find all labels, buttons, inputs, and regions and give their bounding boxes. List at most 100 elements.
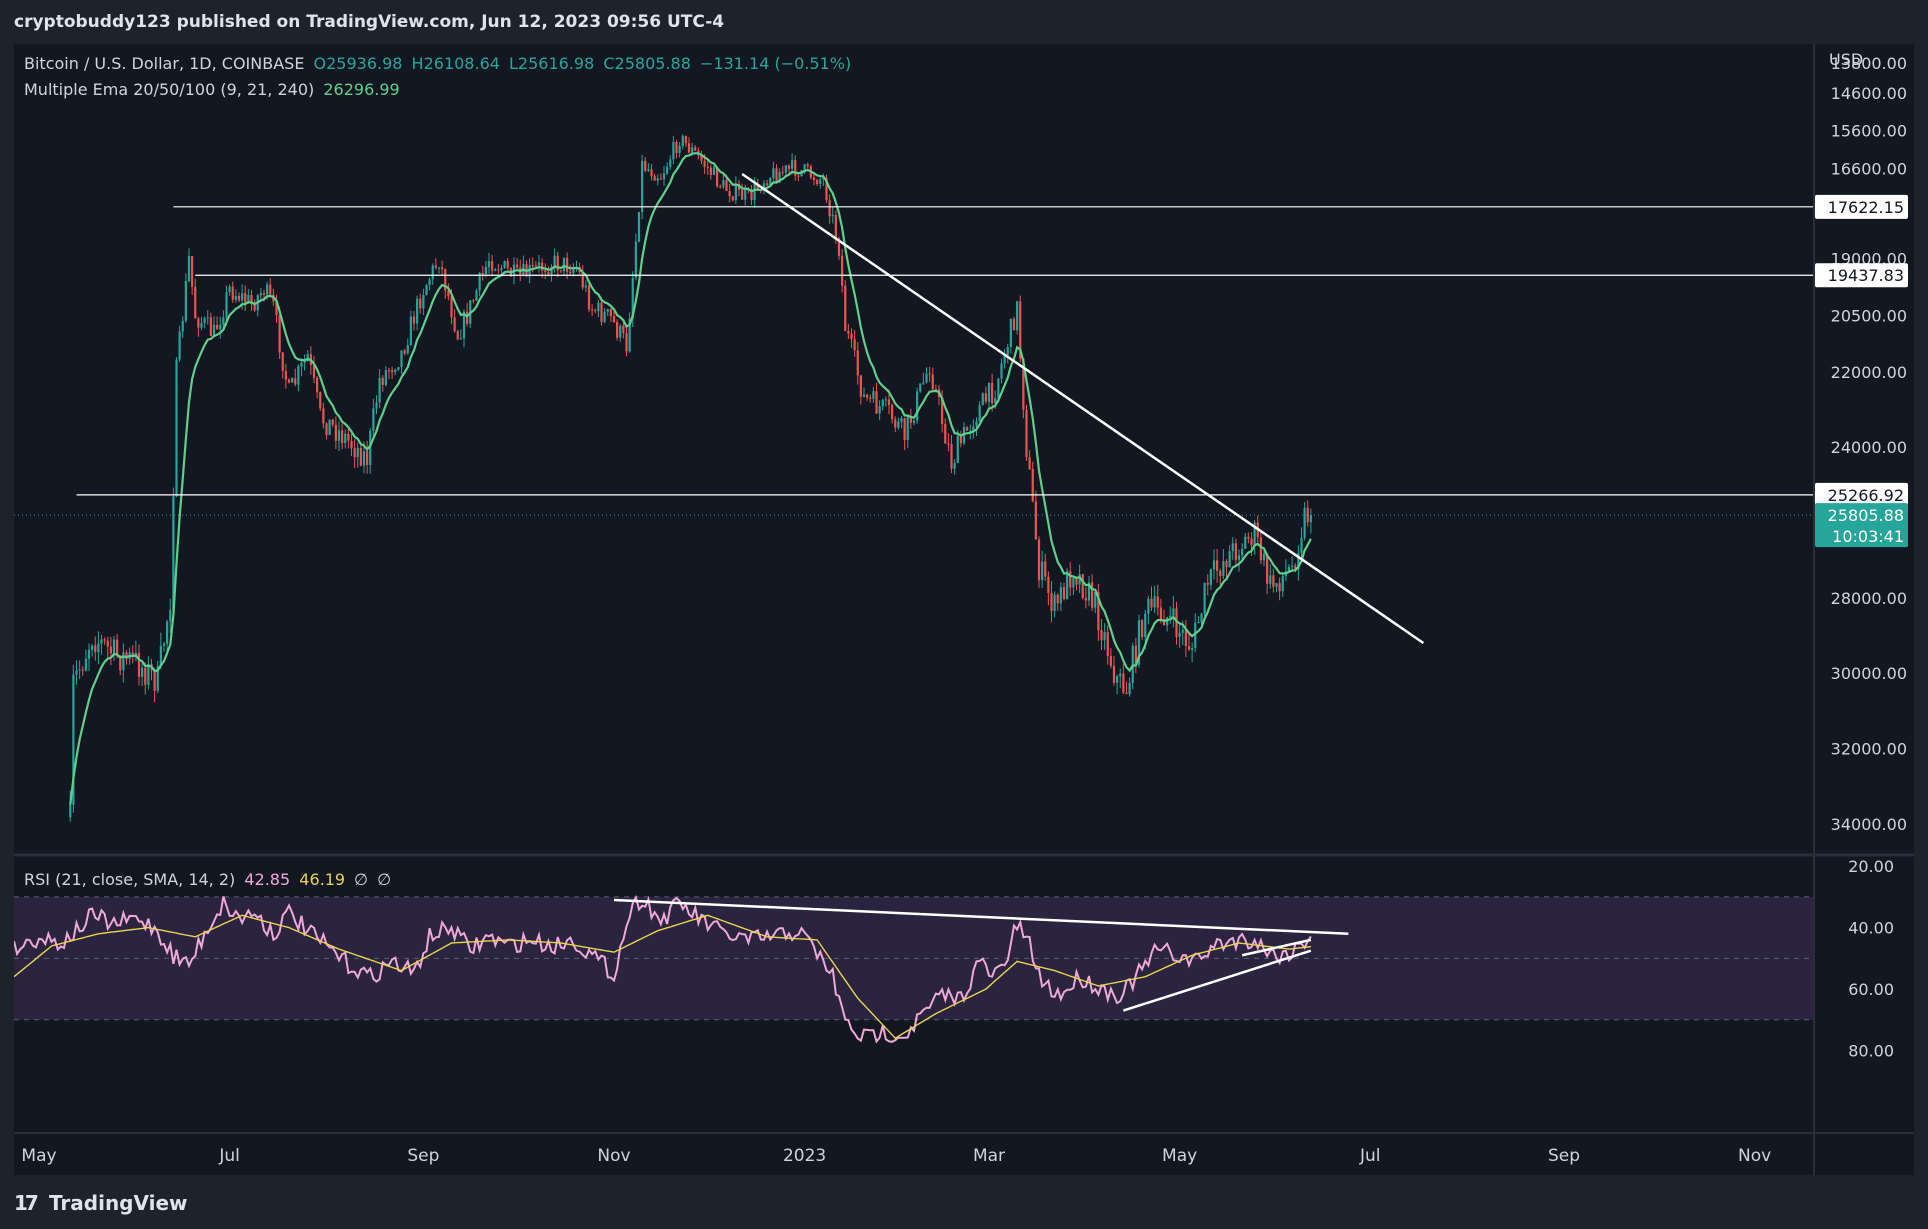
candle-body [341, 430, 344, 444]
candle-body [331, 419, 334, 425]
candle-body [144, 667, 147, 685]
price-trendline[interactable] [741, 172, 1425, 645]
candle-body [850, 333, 853, 340]
candle-body [537, 262, 541, 266]
candle-body [422, 295, 425, 309]
candle-body [116, 639, 119, 656]
candle-body [562, 257, 566, 272]
candle-body [87, 649, 91, 659]
rsi-trendline [1241, 938, 1312, 957]
candle-body [1216, 560, 1219, 571]
candle-body [847, 331, 850, 334]
candle-body [559, 270, 562, 272]
candle-body [725, 180, 728, 191]
candle-body [1166, 617, 1169, 626]
candle-body [1219, 570, 1222, 576]
candle-body [616, 322, 619, 338]
candle-body [1303, 507, 1306, 538]
candle-body [350, 440, 353, 449]
price-axis[interactable]: 13800.0014600.0015600.0016600.0019000.00… [1815, 54, 1908, 834]
time-tick-label: Jul [1359, 1146, 1381, 1166]
candle-body [734, 183, 737, 201]
candle-body [828, 200, 831, 217]
rsi-legend[interactable]: RSI (21, close, SMA, 14, 2) 42.85 46.19 … [24, 870, 395, 889]
candle-body [781, 172, 784, 174]
candle-body [466, 311, 469, 324]
candle-body [875, 391, 878, 414]
candle-body [269, 284, 272, 295]
candle-body [941, 397, 944, 424]
ohlc-close: C25805.88 [603, 54, 691, 73]
candle-body [409, 316, 412, 346]
rsi-line [14, 894, 1312, 1044]
time-tick-label: Sep [407, 1146, 439, 1166]
candle-body [234, 295, 237, 300]
candle-body [531, 264, 534, 266]
level-tag-background [1815, 482, 1908, 507]
candle-body [266, 284, 269, 295]
candle-body [1009, 318, 1012, 348]
candle-body [1094, 592, 1097, 608]
candle-body [909, 415, 912, 423]
candle-body [456, 331, 459, 340]
candle-body [1091, 582, 1094, 608]
candle-body [1272, 575, 1275, 587]
candle-body [241, 293, 244, 301]
candle-body [962, 427, 966, 444]
candle-body [634, 241, 637, 278]
time-tick-label: May [1162, 1146, 1197, 1166]
candle-body [1053, 594, 1056, 612]
ema-legend[interactable]: Multiple Ema 20/50/100 (9, 21, 240) 2629… [24, 80, 404, 99]
candle-body [1097, 592, 1100, 631]
candle-body [1019, 301, 1022, 359]
candle-body [853, 339, 856, 351]
candle-body [1247, 536, 1250, 539]
candle-body [1309, 515, 1312, 523]
candle-body [887, 399, 891, 406]
candle-body [362, 451, 366, 466]
candle-body [250, 294, 253, 304]
ema-value: 26296.99 [323, 80, 400, 99]
candle-body [869, 397, 872, 399]
price-tick-label: 13800.00 [1831, 54, 1907, 73]
tradingview-brand[interactable]: 17 TradingView [14, 1191, 188, 1215]
candle-body [159, 645, 162, 667]
chart-frame[interactable]: 13800.00 14600.00 15600.00 16600.00 19000.00… [14, 44, 1914, 1175]
chart-canvas[interactable]: 13800.0014600.0015600.0016600.0019000.00… [14, 44, 1914, 1175]
candle-body [666, 166, 669, 174]
rsi-axis[interactable]: 20.00 40.00 60.00 80.00 [1848, 857, 1894, 1060]
candle-body [1241, 548, 1244, 556]
candle-body [806, 164, 809, 167]
candle-body [925, 373, 928, 383]
candle-body [131, 652, 134, 656]
candle-body [609, 309, 612, 317]
candle-body [119, 655, 122, 671]
candle-body [137, 652, 141, 677]
candle-body [406, 345, 409, 354]
candle-body [712, 167, 716, 175]
symbol-legend[interactable]: Bitcoin / U.S. Dollar, 1D, COINBASE O259… [24, 54, 855, 73]
price-tick-label: 15600.00 [1831, 122, 1907, 141]
candle-body [337, 430, 341, 441]
candle-body [228, 286, 231, 293]
candle-body [175, 359, 178, 497]
candle-body [1250, 538, 1253, 546]
candle-body [825, 177, 828, 201]
price-tick-label: 20500.00 [1831, 306, 1907, 325]
candle-body [287, 379, 291, 383]
candle-body [75, 670, 78, 675]
candle-body [297, 366, 300, 385]
time-axis[interactable]: May Jul Sep Nov 2023 Mar May Jul Sep Nov [21, 1146, 1771, 1166]
candle-body [356, 447, 359, 458]
candle-body [709, 167, 712, 175]
candle-body [834, 215, 837, 239]
candle-body [1275, 583, 1278, 587]
candle-body [1078, 574, 1081, 585]
candle-body [1075, 577, 1078, 585]
candle-body [656, 178, 659, 181]
candle-body [453, 317, 456, 332]
candle-body [475, 290, 478, 301]
candle-body [716, 167, 719, 187]
candle-body [147, 664, 150, 685]
candle-body [728, 190, 731, 197]
